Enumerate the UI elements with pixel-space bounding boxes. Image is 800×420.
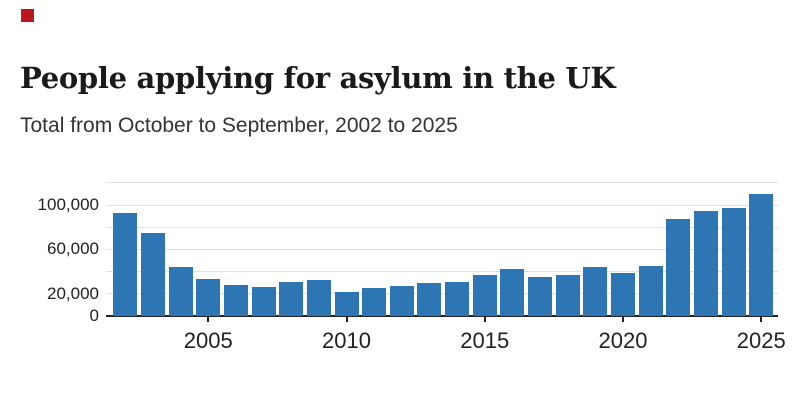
x-axis-label-2025: 2025 (736, 328, 786, 353)
bar-2020 (611, 272, 635, 316)
bar-2004 (168, 267, 193, 316)
gridline-100000 (106, 204, 778, 206)
bar-2011 (362, 288, 387, 316)
bar-2003 (140, 232, 165, 316)
gridline-120000 (106, 182, 778, 184)
bar-2006 (223, 284, 248, 316)
bar-2010 (334, 291, 359, 316)
y-axis-label-20000: 20,000 (47, 283, 99, 303)
bar-2022 (666, 219, 691, 316)
bar-2016 (500, 269, 525, 316)
bar-2002 (113, 212, 138, 316)
x-axis-tick-2010 (345, 316, 348, 322)
gridline-80000 (106, 226, 778, 228)
bar-2009 (306, 280, 331, 316)
x-axis-tick-2025 (760, 316, 763, 322)
x-axis-tick-2015 (483, 316, 486, 322)
x-axis-tick-2020 (622, 316, 624, 322)
gridline-20000 (106, 293, 778, 295)
bar-2019 (583, 267, 608, 316)
x-axis-label-2010: 2010 (322, 328, 371, 353)
gridline-60000 (106, 248, 778, 250)
bar-2024 (721, 208, 746, 316)
bar-2008 (279, 281, 304, 316)
gridline-40000 (106, 271, 778, 273)
bar-2023 (693, 210, 718, 316)
y-axis-label-60000: 60,000 (47, 239, 99, 259)
bar-2025 (749, 193, 774, 316)
chart-subtitle: Total from October to September, 2002 to… (20, 114, 458, 137)
bar-2021 (638, 266, 663, 316)
x-axis-label-2015: 2015 (460, 328, 510, 353)
red-square-logo (21, 9, 34, 22)
y-axis-label-100000: 100,000 (37, 195, 99, 214)
x-axis-tick-2005 (207, 316, 210, 322)
bar-2005 (196, 279, 221, 316)
x-axis-line (106, 315, 778, 317)
chart-title: People applying for asylum in the UK (20, 61, 616, 95)
bar-2013 (417, 282, 442, 316)
bar-2018 (555, 274, 580, 316)
x-axis-label-2005: 2005 (183, 328, 233, 353)
x-axis-label-2020: 2020 (598, 328, 648, 353)
bar-2014 (445, 281, 470, 316)
bar-2017 (528, 277, 553, 316)
y-axis-label-0: 0 (89, 306, 99, 325)
bar-2015 (472, 274, 497, 316)
bar-2012 (389, 286, 414, 316)
bar-2007 (251, 287, 276, 316)
